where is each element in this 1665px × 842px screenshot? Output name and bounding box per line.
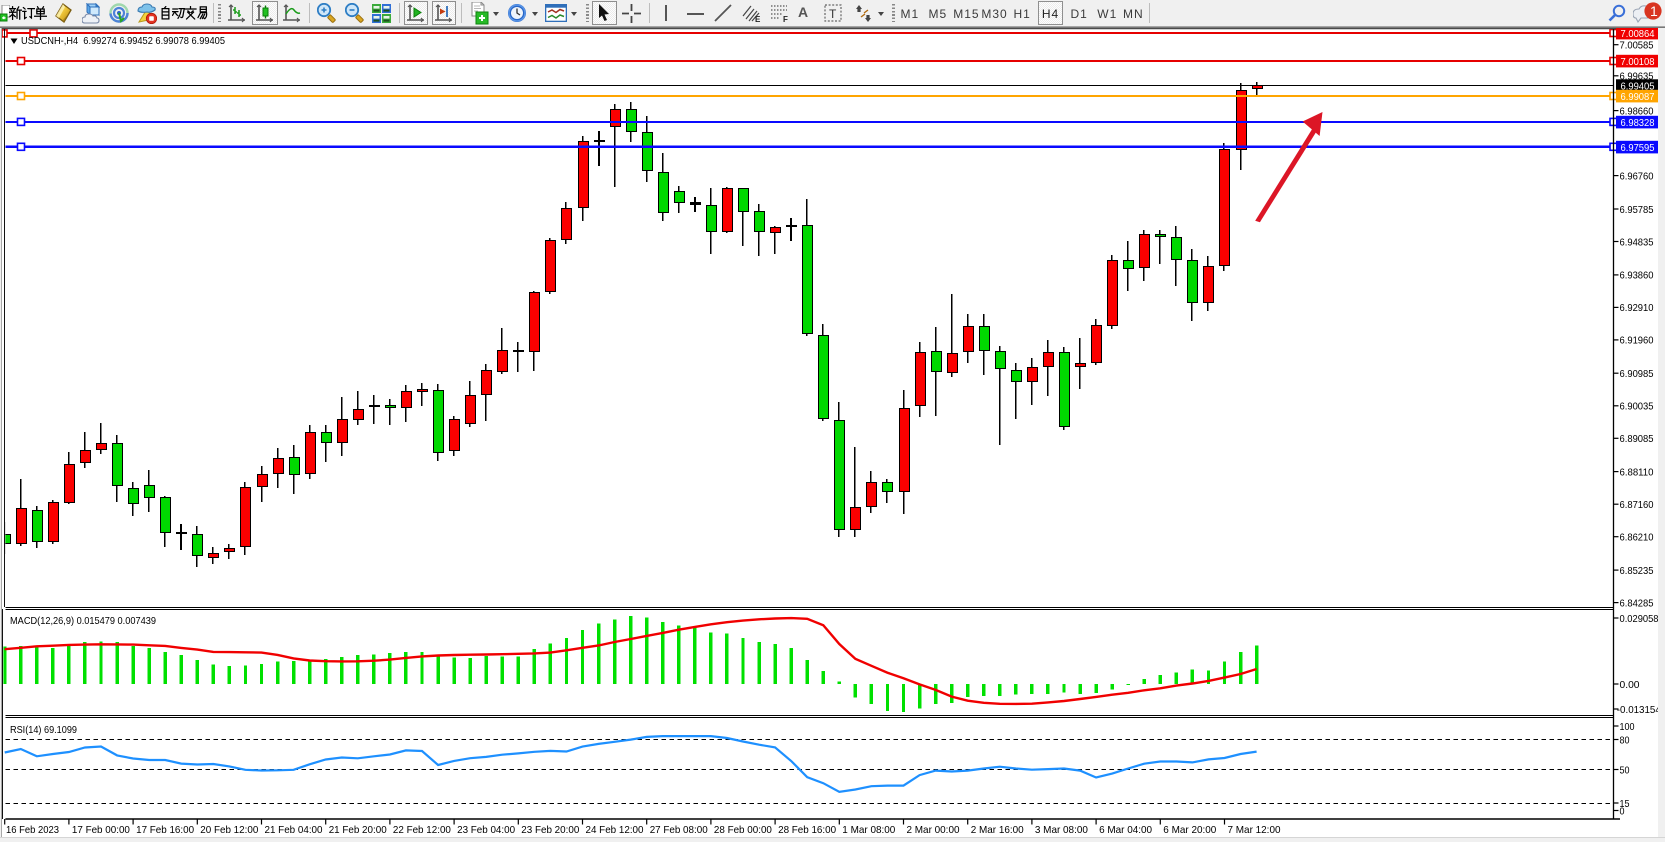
svg-text:6.98660: 6.98660: [1620, 106, 1654, 117]
svg-text:6.93860: 6.93860: [1620, 271, 1654, 282]
svg-text:6.84285: 6.84285: [1620, 598, 1654, 609]
svg-text:F: F: [783, 15, 788, 23]
svg-text:6.94835: 6.94835: [1620, 237, 1654, 248]
svg-text:80: 80: [1620, 735, 1630, 746]
svg-text:6.99087: 6.99087: [1621, 92, 1655, 103]
svg-text:6.92910: 6.92910: [1620, 303, 1654, 314]
svg-text:USDCNH-,H4 6.99274 6.99452 6.: USDCNH-,H4 6.99274 6.99452 6.99078 6.994…: [21, 36, 225, 47]
svg-text:1: 1: [1650, 3, 1658, 19]
svg-text:6.97595: 6.97595: [1621, 143, 1655, 154]
svg-text:2 Mar 00:00: 2 Mar 00:00: [907, 825, 960, 836]
svg-text:MACD(12,26,9) 0.015479 0.00743: MACD(12,26,9) 0.015479 0.007439: [10, 616, 156, 627]
svg-text:24 Feb 12:00: 24 Feb 12:00: [586, 825, 644, 836]
svg-text:6.85235: 6.85235: [1620, 566, 1654, 577]
svg-text:6.91960: 6.91960: [1620, 336, 1654, 347]
svg-text:E: E: [755, 15, 761, 23]
svg-text:27 Feb 08:00: 27 Feb 08:00: [650, 825, 708, 836]
svg-text:15: 15: [1620, 799, 1630, 810]
svg-text:0.00: 0.00: [1620, 680, 1640, 691]
svg-text:28 Feb 16:00: 28 Feb 16:00: [778, 825, 836, 836]
svg-text:6 Mar 20:00: 6 Mar 20:00: [1163, 825, 1216, 836]
svg-text:6.99405: 6.99405: [1621, 82, 1655, 93]
svg-text:6.98328: 6.98328: [1621, 118, 1655, 129]
svg-text:6.89085: 6.89085: [1620, 434, 1654, 445]
svg-text:6.86210: 6.86210: [1620, 533, 1654, 544]
svg-text:16 Feb 2023: 16 Feb 2023: [6, 825, 59, 836]
svg-text:6.88110: 6.88110: [1620, 467, 1654, 478]
svg-text:23 Feb 20:00: 23 Feb 20:00: [521, 825, 579, 836]
svg-text:23 Feb 04:00: 23 Feb 04:00: [457, 825, 515, 836]
svg-text:21 Feb 04:00: 21 Feb 04:00: [265, 825, 323, 836]
svg-text:6.99635: 6.99635: [1620, 72, 1654, 83]
svg-text:17 Feb 16:00: 17 Feb 16:00: [136, 825, 194, 836]
svg-text:3 Mar 08:00: 3 Mar 08:00: [1035, 825, 1088, 836]
svg-text:20 Feb 12:00: 20 Feb 12:00: [200, 825, 258, 836]
svg-text:RSI(14) 69.1099: RSI(14) 69.1099: [10, 725, 77, 736]
svg-text:21 Feb 20:00: 21 Feb 20:00: [329, 825, 387, 836]
svg-text:6 Mar 04:00: 6 Mar 04:00: [1099, 825, 1152, 836]
svg-text:0.029058: 0.029058: [1620, 614, 1659, 625]
svg-text:7.00108: 7.00108: [1621, 57, 1655, 68]
svg-text:7.00585: 7.00585: [1620, 41, 1654, 52]
svg-text:17 Feb 00:00: 17 Feb 00:00: [72, 825, 130, 836]
svg-text:50: 50: [1620, 765, 1630, 776]
svg-text:28 Feb 00:00: 28 Feb 00:00: [714, 825, 772, 836]
svg-text:T: T: [829, 7, 837, 21]
svg-text:7.00864: 7.00864: [1621, 29, 1655, 40]
svg-text:-0.013154: -0.013154: [1617, 705, 1661, 716]
svg-text:22 Feb 12:00: 22 Feb 12:00: [393, 825, 451, 836]
svg-text:6.95785: 6.95785: [1620, 205, 1654, 216]
svg-text:7 Mar 12:00: 7 Mar 12:00: [1228, 825, 1281, 836]
svg-text:6.90985: 6.90985: [1620, 369, 1654, 380]
svg-text:0: 0: [1620, 806, 1625, 817]
svg-text:6.90035: 6.90035: [1620, 402, 1654, 413]
svg-text:6.87160: 6.87160: [1620, 500, 1654, 511]
svg-text:2 Mar 16:00: 2 Mar 16:00: [971, 825, 1024, 836]
svg-text:6.96760: 6.96760: [1620, 171, 1654, 182]
svg-text:100: 100: [1620, 722, 1635, 733]
svg-text:1 Mar 08:00: 1 Mar 08:00: [842, 825, 895, 836]
